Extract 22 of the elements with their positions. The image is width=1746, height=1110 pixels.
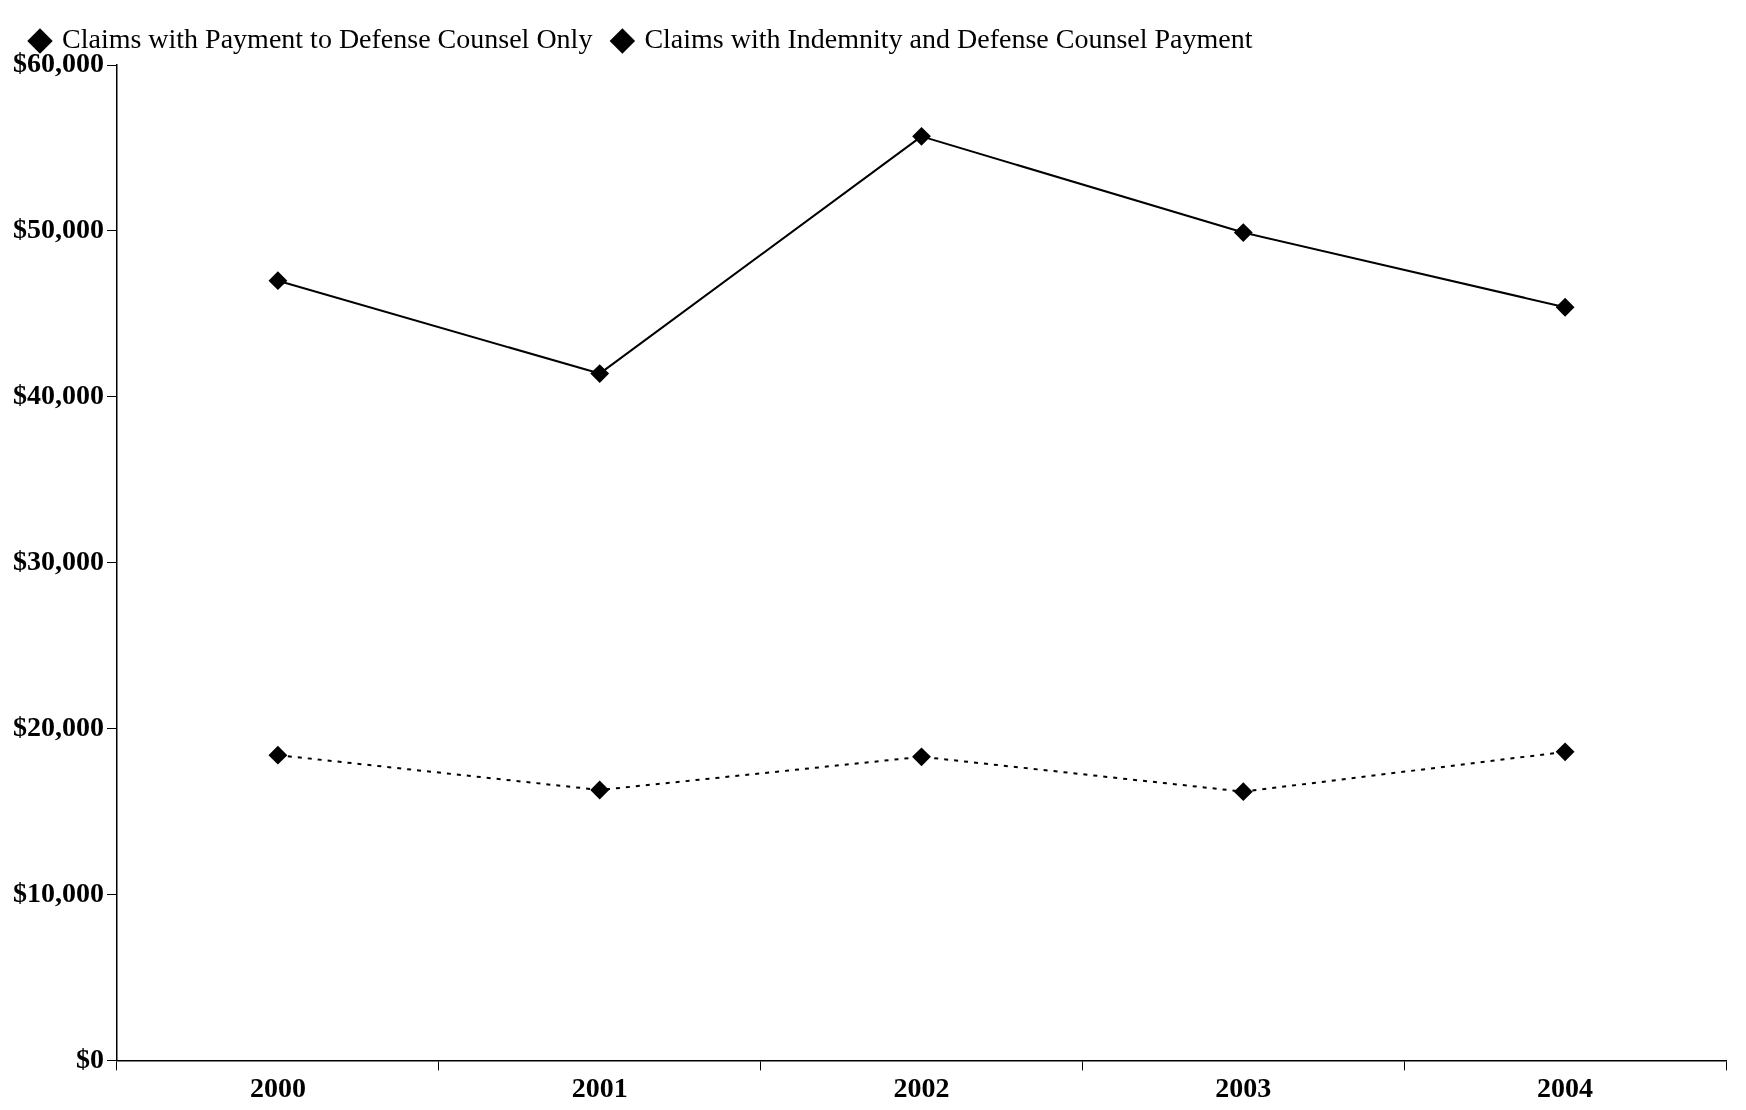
x-tick-label: 2002 bbox=[893, 1072, 950, 1104]
point bbox=[590, 780, 609, 799]
point bbox=[1234, 782, 1253, 801]
y-tick-label: $10,000 bbox=[13, 876, 104, 908]
point bbox=[268, 271, 287, 290]
y-tick-label: $0 bbox=[76, 1042, 104, 1074]
point bbox=[1556, 298, 1575, 317]
point bbox=[912, 747, 931, 766]
x-tick-label: 2001 bbox=[571, 1072, 628, 1104]
legend-label: Claims with Indemnity and Defense Counsel Payment bbox=[644, 23, 1253, 55]
y-tick-label: $20,000 bbox=[13, 710, 104, 742]
y-tick-label: $50,000 bbox=[13, 213, 104, 245]
x-tick-label: 2004 bbox=[1537, 1072, 1594, 1104]
y-tick-label: $40,000 bbox=[13, 379, 104, 411]
y-tick-label: $30,000 bbox=[13, 544, 104, 576]
point bbox=[912, 127, 931, 146]
point bbox=[590, 364, 609, 383]
x-tick-label: 2003 bbox=[1215, 1072, 1272, 1104]
point bbox=[1556, 742, 1575, 761]
point bbox=[268, 746, 287, 765]
x-tick-label: 2000 bbox=[249, 1072, 306, 1104]
point bbox=[1234, 223, 1253, 242]
